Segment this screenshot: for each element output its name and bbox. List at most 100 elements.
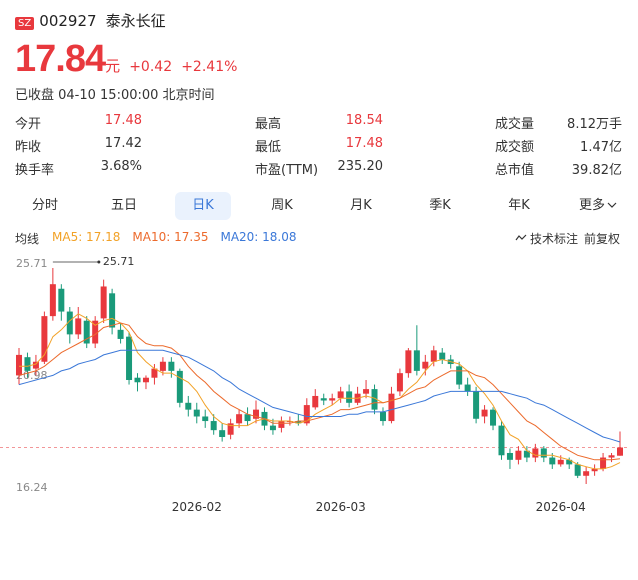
candle-body (16, 354, 22, 376)
candle-body (388, 393, 395, 422)
tab[interactable]: 周K (271, 198, 293, 213)
candle-body (506, 452, 513, 460)
candle-body (269, 425, 276, 431)
tool-icon (515, 234, 527, 241)
legend-item: MA5: 17.18 (52, 230, 121, 244)
stat-value: 17.48 (104, 113, 142, 128)
stat-label: 成交额 (495, 140, 535, 155)
candle-body (608, 455, 615, 458)
stat-label: 最低 (255, 140, 282, 155)
tab[interactable]: 日K (175, 192, 231, 220)
candle-body (515, 450, 522, 460)
candle-body (151, 368, 158, 378)
candle-body (142, 377, 149, 383)
candle-body (219, 430, 226, 438)
candle-body (185, 402, 192, 410)
chevron (607, 202, 617, 208)
stat-value: 235.20 (337, 159, 384, 174)
stat-label: 换手率 (15, 163, 55, 178)
candle-body (396, 373, 403, 392)
ma-line (19, 313, 621, 470)
tab[interactable]: 五日 (110, 198, 137, 213)
stat-label: 市盈(TTM) (255, 163, 319, 178)
status: 已收盘 04-10 15:00:00 北京时间 (15, 88, 215, 103)
candle-body (49, 284, 56, 317)
candle-body (329, 398, 336, 401)
candle-body (617, 447, 623, 456)
x-tick-label: 2026-03 (316, 500, 366, 514)
candle-body (24, 357, 31, 371)
candle-body (92, 320, 99, 344)
candle-body (379, 411, 386, 422)
tab[interactable]: 年K (508, 198, 530, 213)
candle-body (320, 398, 327, 401)
candle-body (540, 448, 547, 458)
tab[interactable]: 分时 (31, 198, 58, 213)
candle-body (278, 421, 285, 428)
candle-body (126, 336, 133, 380)
stat-value: 17.48 (345, 136, 383, 151)
legend-item: MA20: 18.08 (220, 230, 297, 244)
tool[interactable]: 技术标注 (515, 230, 578, 247)
candle-body (253, 409, 260, 419)
candle-body (100, 286, 107, 319)
stat-value: 1.47亿 (580, 140, 622, 155)
candle-body (490, 409, 497, 426)
candle-body (168, 361, 175, 371)
stock-code: 002927 (39, 12, 97, 30)
candle-body (244, 414, 251, 422)
candle-body (413, 350, 420, 371)
candle-body (295, 421, 302, 424)
candle-body (236, 414, 243, 424)
candle-body (481, 409, 488, 417)
candle-body (532, 448, 539, 458)
stat-label: 昨收 (15, 140, 42, 155)
candle-body (159, 361, 166, 371)
x-tick-label: 2026-02 (172, 500, 222, 514)
candle-body (430, 350, 437, 362)
tab[interactable]: 月K (350, 198, 372, 213)
stat-value: 18.54 (345, 113, 383, 128)
stat-value: 3.68% (100, 159, 142, 174)
tab[interactable]: 更多 (570, 192, 626, 220)
candle-body (363, 389, 370, 394)
candle-body (75, 318, 82, 335)
candle-body (32, 361, 39, 369)
candle-body (583, 471, 590, 476)
candle-body (591, 468, 598, 472)
max-label: 25.71 (103, 255, 135, 268)
candle-body (473, 391, 480, 419)
candle-body (193, 409, 200, 417)
stat-label: 总市值 (495, 163, 535, 178)
market-badge: SZ (15, 17, 35, 30)
candle-body (464, 384, 471, 392)
price-row: 17.84元 +0.42 +2.41% (15, 38, 237, 81)
candle-body (41, 316, 48, 362)
stat-value: 39.82亿 (571, 163, 622, 178)
price-unit: 元 (105, 57, 121, 75)
candle-body (286, 421, 293, 423)
candle-body (346, 391, 353, 403)
candle-body (574, 464, 581, 476)
x-tick-label: 2026-04 (536, 500, 586, 514)
stock-name: 泰永长征 (105, 12, 166, 30)
candle-body (83, 320, 90, 344)
change-pct: +2.41% (181, 59, 238, 75)
change: +0.42 (129, 59, 173, 75)
candle-body (456, 366, 463, 385)
candle-body (600, 457, 607, 469)
candle-body (498, 425, 505, 456)
candle-body (66, 311, 73, 335)
candle-body (405, 350, 412, 374)
tool[interactable]: 前复权 (584, 232, 621, 246)
candle-body (210, 421, 217, 431)
candle-body (202, 416, 209, 422)
candle-body (117, 329, 124, 339)
ma-line (18, 322, 621, 461)
candle-body (58, 288, 65, 312)
candle-body (227, 423, 234, 435)
stat-value: 17.42 (104, 136, 142, 151)
tab[interactable]: 季K (429, 198, 451, 213)
